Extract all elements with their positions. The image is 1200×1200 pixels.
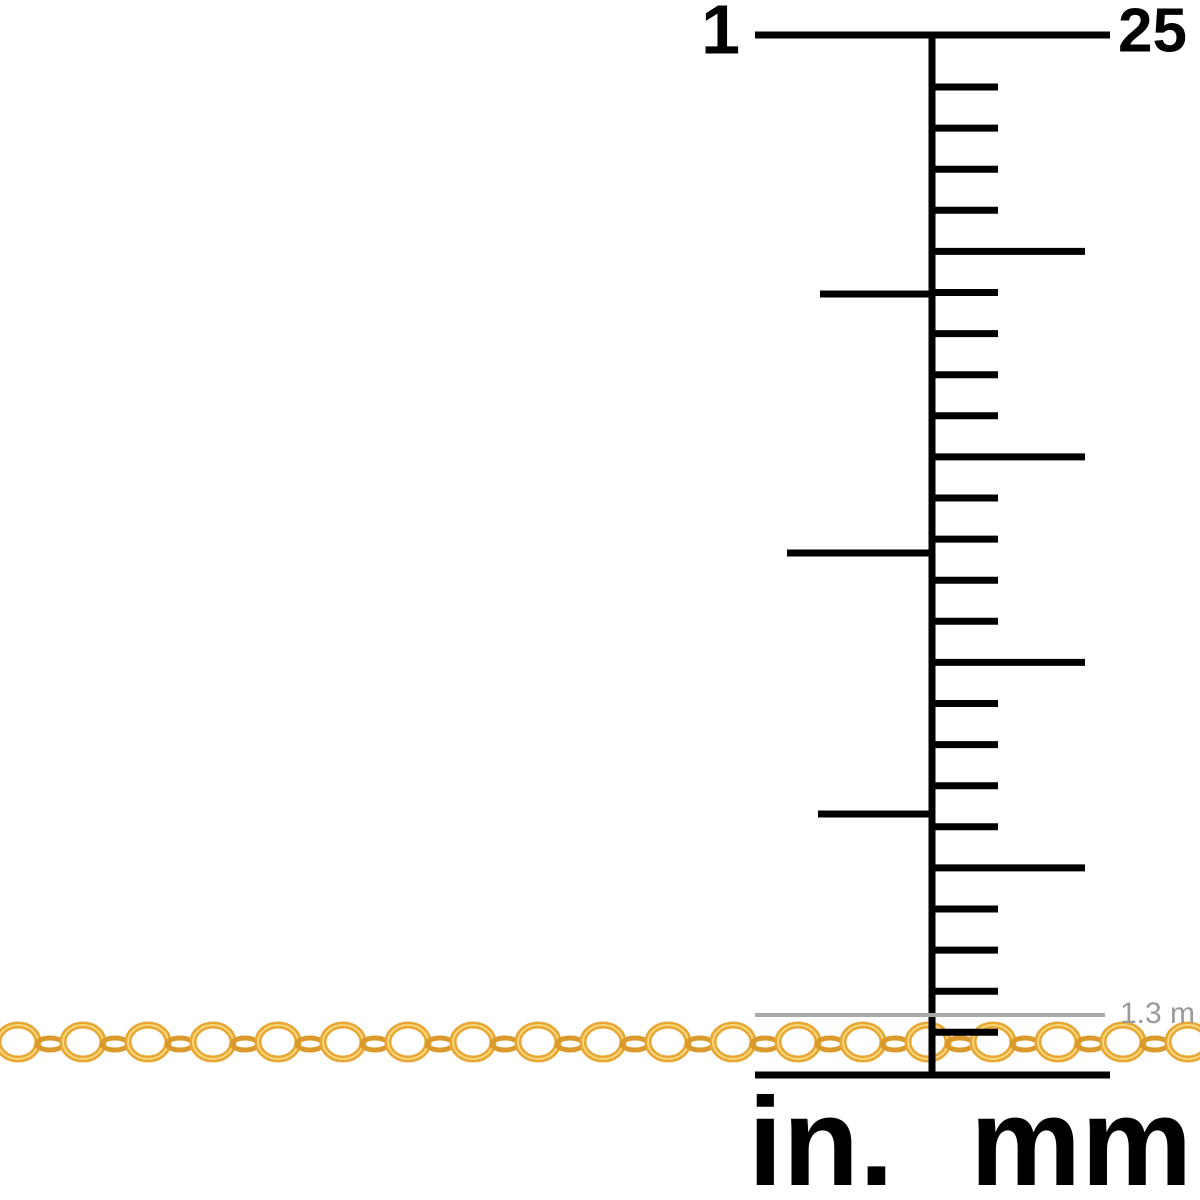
left-unit: in. (748, 1073, 894, 1200)
top-left-label: 1 (701, 0, 740, 68)
chain-link-highlight (1167, 1024, 1200, 1060)
ruler (755, 31, 1110, 1079)
chain (0, 1021, 1200, 1063)
thickness-label: 1.3 m (1120, 997, 1195, 1030)
right-unit: mm (970, 1073, 1192, 1200)
top-right-label: 25 (1118, 0, 1187, 65)
